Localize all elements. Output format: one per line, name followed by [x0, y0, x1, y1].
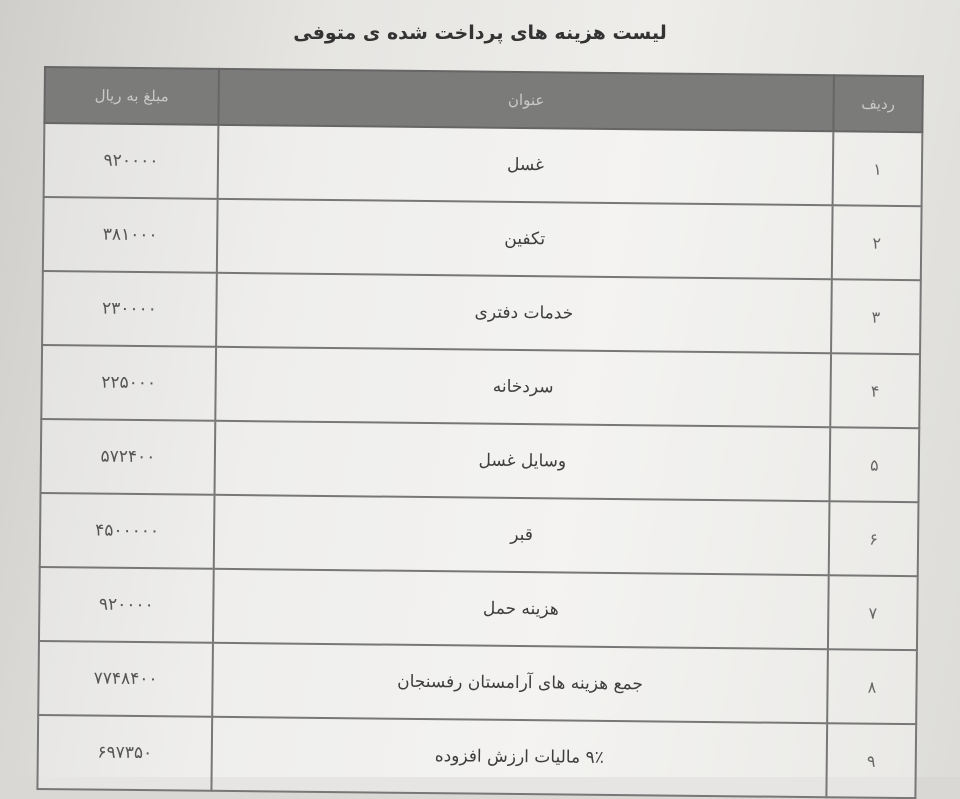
row-subject: جمع هزینه های آرامستان رفسنجان [212, 642, 828, 724]
row-subject: سردخانه [215, 346, 832, 428]
table-row: ۳ خدمات دفتری ۲۳۰۰۰۰ [42, 270, 921, 355]
row-amount: ۹۲۰۰۰۰ [38, 566, 214, 643]
row-amount: ۴۵۰۰۰۰۰ [39, 492, 215, 569]
row-number: ۵ [829, 427, 920, 503]
row-subject: خدمات دفتری [216, 272, 832, 354]
row-amount: ۷۷۴۸۴۰۰ [38, 640, 213, 717]
header-row-number: ردیف [833, 75, 923, 133]
row-amount: ۹۲۰۰۰۰ [43, 123, 219, 199]
row-number: ۲ [831, 205, 922, 281]
row-subject: غسل [217, 124, 834, 206]
row-amount: ۵۷۲۴۰۰ [40, 418, 216, 495]
row-amount: ۲۲۵۰۰۰ [41, 344, 217, 421]
row-number: ۶ [828, 501, 919, 577]
row-amount: ۲۳۰۰۰۰ [42, 270, 217, 347]
row-subject: تکفین [216, 198, 833, 280]
row-number: ۷ [827, 575, 918, 651]
row-subject: هزینه حمل [212, 568, 829, 650]
row-number: ۱ [832, 131, 923, 207]
table-row: ۵ وسایل غسل ۵۷۲۴۰۰ [40, 418, 920, 503]
table-row: ۹ ۹٪ مالیات ارزش افزوده ۶۹۷۳۵۰ [37, 714, 917, 799]
table-row: ۷ هزینه حمل ۹۲۰۰۰۰ [38, 566, 918, 651]
row-number: ۸ [827, 649, 917, 725]
row-amount: ۶۹۷۳۵۰ [37, 714, 213, 791]
row-number: ۳ [831, 279, 921, 355]
table-row: ۱ غسل ۹۲۰۰۰۰ [43, 123, 923, 207]
table-row: ۶ قبر ۴۵۰۰۰۰۰ [39, 492, 919, 577]
row-number: ۹ [826, 723, 917, 799]
document-title: لیست هزینه های پرداخت شده ی متوفی [293, 22, 667, 44]
header-amount: مبلغ به ریال [44, 67, 219, 125]
row-subject: قبر [213, 494, 830, 576]
row-number: ۴ [830, 353, 921, 429]
header-subject: عنوان [218, 68, 834, 132]
row-amount: ۳۸۱۰۰۰ [42, 197, 218, 273]
row-subject: ۹٪ مالیات ارزش افزوده [211, 716, 828, 798]
table-row: ۴ سردخانه ۲۲۵۰۰۰ [41, 344, 921, 429]
table-header: ردیف عنوان مبلغ به ریال [44, 67, 923, 133]
row-subject: وسایل غسل [214, 420, 831, 502]
expenses-table: ردیف عنوان مبلغ به ریال ۱ غسل ۹۲۰۰۰۰ ۲ تکفین… [36, 66, 924, 799]
table-row: ۸ جمع هزینه های آرامستان رفسنجان ۷۷۴۸۴۰۰ [38, 640, 917, 725]
table-row: ۲ تکفین ۳۸۱۰۰۰ [42, 197, 922, 281]
